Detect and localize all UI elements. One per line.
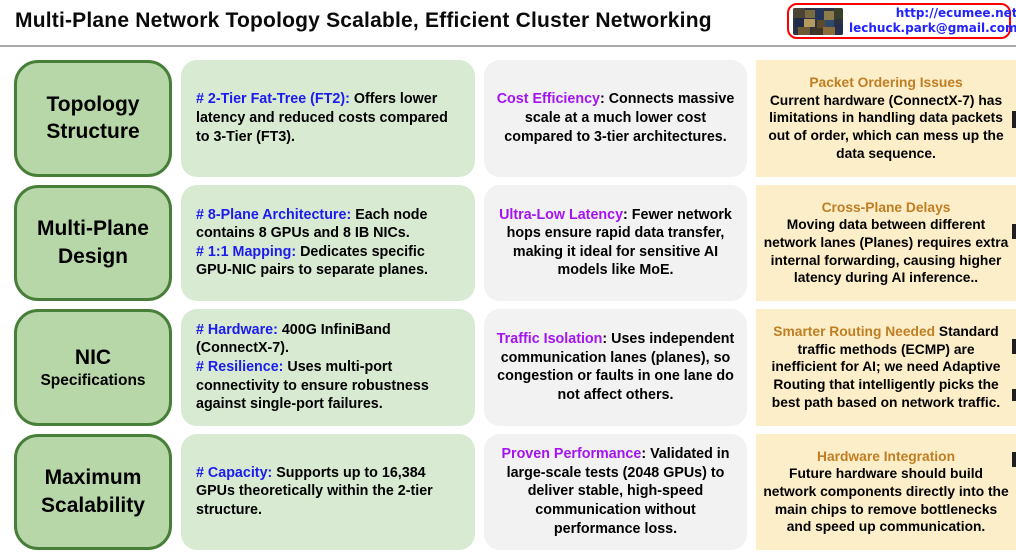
benefit-cell: Cost Efficiency: Connects massive scale … [484,60,747,177]
badge-contact-text: http://ecumee.net lechuck.park@gmail.com [849,6,1016,36]
feature-text: Dedicates specific GPU-NIC pairs to sepa… [196,243,428,279]
table-row-topology-structure: Topology Structure # 2-Tier Fat-Tree (FT… [14,60,1016,177]
benefit-text: Uses independent communication lanes (pl… [497,331,735,403]
clipped-edge-mark [1012,339,1016,354]
row-label-line2: Specifications [40,371,146,389]
challenge-heading: Packet Ordering Issues [809,75,963,91]
feature-text: Each node contains 8 GPUs and 8 IB NICs. [196,206,428,242]
benefit-colon: : [600,91,609,108]
badge-thumbnail-image [793,7,843,35]
row-label-line2: Scalability [41,493,145,517]
benefit-heading: Traffic Isolation [496,331,603,348]
benefit-text: Connects massive scale at a much lower c… [504,91,735,145]
challenge-cell: Packet Ordering Issues Current hardware … [756,60,1016,177]
features-cell: # Capacity: Supports up to 16,384 GPUs t… [181,433,475,550]
benefit-heading: Ultra-Low Latency [499,206,624,223]
benefit-colon: : [602,331,612,348]
clipped-edge-mark [1012,224,1016,239]
challenge-cell: Hardware Integration Future hardware sho… [756,433,1016,550]
table-row-multi-plane-design: Multi-Plane Design # 8-Plane Architectur… [14,184,1016,301]
feature-heading: # Capacity: [196,464,273,481]
row-label-line2: Structure [46,120,140,144]
challenge-text: Moving data between different network la… [763,217,1009,286]
challenge-cell: Smarter Routing Needed Standard traffic … [756,309,1016,426]
topology-table: Topology Structure # 2-Tier Fat-Tree (FT… [14,60,1016,550]
features-cell: # 8-Plane Architecture: Each node contai… [181,184,475,301]
feature-heading: # Hardware: [196,321,278,338]
challenge-text: Future hardware should build network com… [763,466,1009,535]
feature-text: Offers lower latency and reduced costs c… [196,91,448,145]
challenge-cell: Cross-Plane Delays Moving data between d… [756,184,1016,301]
table-row-maximum-scalability: Maximum Scalability # Capacity: Supports… [14,433,1016,550]
benefit-colon: : [623,206,632,223]
challenge-text: Standard traffic methods (ECMP) are inef… [771,324,1001,410]
row-label-maximum-scalability: Maximum Scalability [14,433,172,550]
feature-text: Uses multi-port connectivity to ensure r… [196,358,429,413]
site-badge: http://ecumee.net lechuck.park@gmail.com [787,3,1016,39]
row-label-nic-specifications: NIC Specifications [14,309,172,426]
benefit-text: Fewer network hops ensure rapid data tra… [506,206,732,279]
row-label-line1: Maximum [44,466,142,490]
challenge-heading: Hardware Integration [817,448,955,464]
feature-text: 400G InfiniBand (ConnectX-7). [196,321,391,357]
row-label-multi-plane-design: Multi-Plane Design [14,184,172,301]
challenge-heading: Cross-Plane Delays [821,199,951,215]
challenge-text: Current hardware (ConnectX-7) has limita… [768,92,1004,161]
challenge-heading: Smarter Routing Needed [773,324,936,340]
page-title: Multi-Plane Network Topology Scalable, E… [15,9,712,32]
benefit-cell: Ultra-Low Latency: Fewer network hops en… [484,184,747,301]
benefit-colon: : [641,446,651,463]
row-label-topology-structure: Topology Structure [14,60,172,177]
row-label-line1: NIC [74,345,112,369]
benefit-cell: Proven Performance: Validated in large-s… [484,433,747,550]
benefit-cell: Traffic Isolation: Uses independent comm… [484,309,747,426]
clipped-edge-mark [1012,389,1016,401]
benefit-heading: Cost Efficiency [496,91,600,108]
features-cell: # 2-Tier Fat-Tree (FT2): Offers lower la… [181,60,475,177]
clipped-edge-mark [1012,452,1016,467]
feature-heading: # Resilience: [196,358,284,375]
feature-heading: # 1:1 Mapping: [196,243,297,260]
row-label-line1: Topology [46,92,140,116]
title-divider [0,45,1016,47]
row-label-line2: Design [57,244,128,268]
benefit-heading: Proven Performance [501,446,642,463]
contact-email-link[interactable]: lechuck.park@gmail.com [849,21,1016,35]
benefit-text: Validated in large-scale tests (2048 GPU… [506,446,730,537]
table-row-nic-specifications: NIC Specifications # Hardware: 400G Infi… [14,309,1016,426]
features-cell: # Hardware: 400G InfiniBand (ConnectX-7)… [181,309,475,426]
clipped-edge-mark [1012,111,1016,128]
feature-text: Supports up to 16,384 GPUs theoretically… [196,464,433,519]
feature-heading: # 2-Tier Fat-Tree (FT2): [196,91,350,108]
feature-heading: # 8-Plane Architecture: [196,206,352,223]
site-url-link[interactable]: http://ecumee.net [895,6,1016,20]
row-label-line1: Multi-Plane [36,217,149,241]
